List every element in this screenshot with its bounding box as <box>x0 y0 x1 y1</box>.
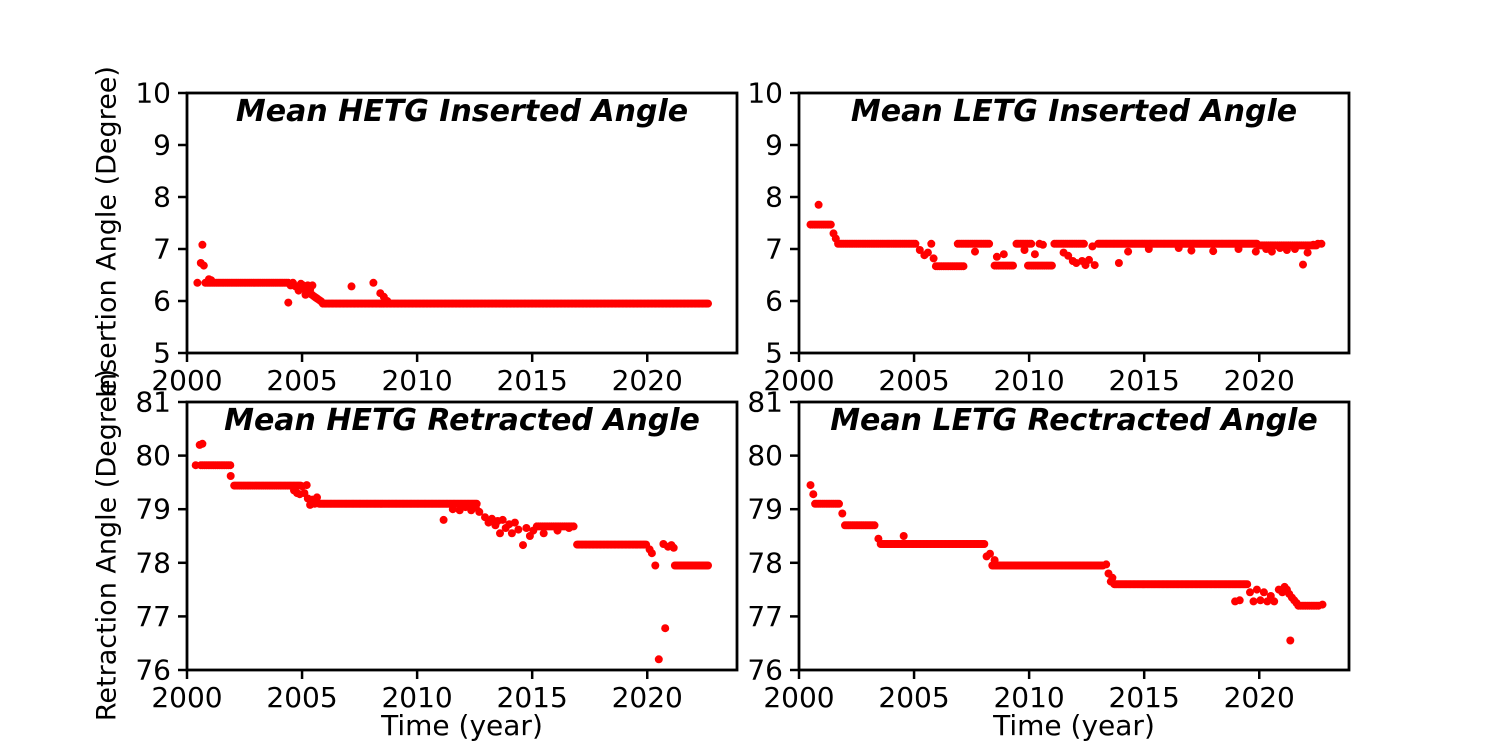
y-tick-label: 76 <box>135 654 171 687</box>
panel-hetg-retracted: 2000 2005 2010 2015 2020 76 77 78 79 80 81 <box>135 386 739 714</box>
x-tick-label: 2020 <box>1224 364 1295 397</box>
y-tick-label: 77 <box>135 600 171 633</box>
y-tick-label: 7 <box>765 233 783 266</box>
x-tick-label: 2020 <box>612 364 683 397</box>
x-tick-label: 2015 <box>1109 364 1180 397</box>
y-tick-label: 6 <box>765 285 783 318</box>
x-axis-label-left: Time (year) <box>381 709 543 742</box>
y-tick-label: 8 <box>765 181 783 214</box>
x-tick-label: 2020 <box>612 681 683 714</box>
y-tick-label: 79 <box>747 493 783 526</box>
y-tick-label: 79 <box>135 493 171 526</box>
y-tick-label: 76 <box>747 654 783 687</box>
y-tick-label: 6 <box>153 285 171 318</box>
x-tick-label: 2000 <box>763 364 834 397</box>
axes-spines <box>185 91 739 355</box>
panel-hetg-retracted-points <box>191 439 712 664</box>
panel-letg-inserted: 2000 2005 2010 2015 2020 5 6 7 8 9 10 <box>747 77 1351 397</box>
y-tick-label: 81 <box>747 386 783 419</box>
y-axis-label-retraction: Retraction Angle (Degree) <box>91 368 123 722</box>
y-tick-label: 77 <box>747 600 783 633</box>
x-tick-label: 2000 <box>151 364 222 397</box>
panel-title-hetg-inserted: Mean HETG Inserted Angle <box>235 94 689 129</box>
axes-spines <box>797 91 1351 355</box>
x-tick-label: 2015 <box>497 364 568 397</box>
y-tick-label: 80 <box>747 439 783 472</box>
y-tick-label: 81 <box>135 386 171 419</box>
y-tick-label: 7 <box>153 233 171 266</box>
y-axis-label-insertion: Insertion Angle (Degree) <box>91 66 123 398</box>
x-tick-label: 2010 <box>993 681 1064 714</box>
x-tick-label: 2015 <box>497 681 568 714</box>
x-axis-label-right: Time (year) <box>993 709 1155 742</box>
x-tick-label: 2005 <box>266 364 337 397</box>
y-tick-label: 9 <box>153 129 171 162</box>
axes-spines <box>797 400 1351 672</box>
y-tick-label: 78 <box>747 546 783 579</box>
x-tick-label: 2005 <box>266 681 337 714</box>
panel-hetg-inserted-points <box>193 240 712 308</box>
x-tick-label: 2005 <box>878 681 949 714</box>
y-tick-label: 8 <box>153 181 171 214</box>
y-tick-label: 5 <box>765 337 783 370</box>
y-tick-label: 80 <box>135 439 171 472</box>
x-tick-label: 2010 <box>381 364 452 397</box>
x-tick-label: 2010 <box>993 364 1064 397</box>
y-tick-label: 10 <box>747 77 783 110</box>
x-tick-label: 2020 <box>1224 681 1295 714</box>
panel-hetg-inserted: 2000 2005 2010 2015 2020 5 6 7 8 9 10 <box>135 77 739 397</box>
x-tick-label: 2000 <box>151 681 222 714</box>
x-tick-label: 2000 <box>763 681 834 714</box>
y-tick-label: 9 <box>765 129 783 162</box>
axes-spines <box>185 400 739 672</box>
panel-letg-rectracted: 2000 2005 2010 2015 2020 76 77 78 79 80 81 <box>747 386 1351 714</box>
x-tick-label: 2015 <box>1109 681 1180 714</box>
panel-title-hetg-retracted: Mean HETG Retracted Angle <box>224 403 700 438</box>
panel-letg-inserted-points <box>806 200 1326 271</box>
panel-letg-rectracted-points <box>806 481 1327 645</box>
y-tick-label: 78 <box>135 546 171 579</box>
x-tick-label: 2005 <box>878 364 949 397</box>
y-tick-label: 5 <box>153 337 171 370</box>
panel-title-letg-inserted: Mean LETG Inserted Angle <box>850 94 1298 129</box>
panel-title-letg-rectracted: Mean LETG Rectracted Angle <box>830 403 1318 438</box>
y-tick-label: 10 <box>135 77 171 110</box>
x-tick-label: 2010 <box>381 681 452 714</box>
